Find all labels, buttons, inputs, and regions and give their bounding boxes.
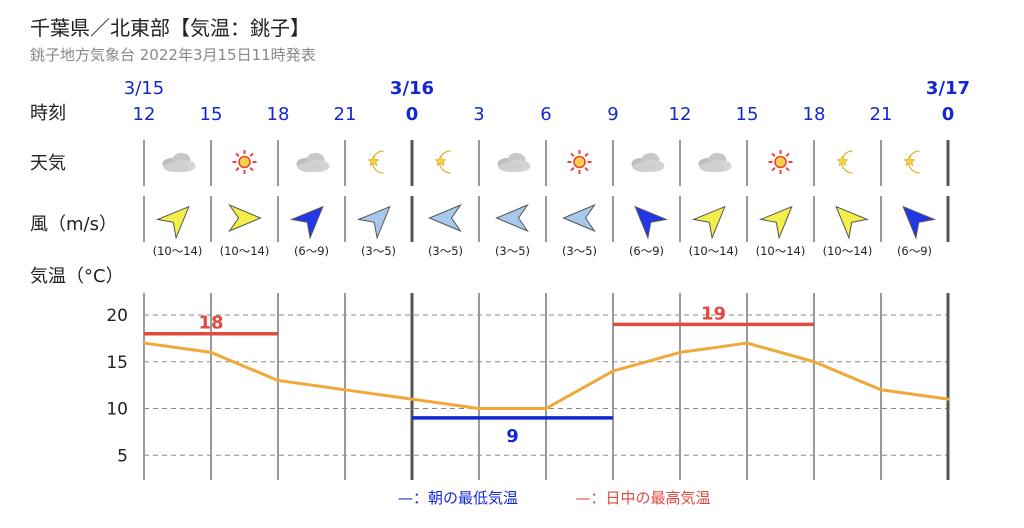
temp-point (477, 407, 481, 410)
wind-speed-label: (6〜9) (629, 244, 664, 258)
temp-point (812, 360, 816, 364)
temp-point (611, 369, 615, 373)
wind-arrow-icon (634, 205, 669, 240)
temp-point (142, 341, 146, 345)
y-tick-labels: 20 15 10 5 (106, 306, 128, 466)
wind-arrow-icon (562, 203, 596, 233)
sun-icon (567, 150, 592, 174)
date-label: 3/17 (926, 78, 970, 99)
wind-arrow-icon (289, 205, 324, 240)
y-tick-label: 10 (106, 400, 128, 420)
sun-icon (232, 150, 257, 174)
time-label: 6 (540, 104, 551, 125)
wind-arrow-icon (155, 205, 190, 240)
wind-speed-label: (10〜14) (153, 244, 203, 258)
cloud-icon (296, 153, 330, 172)
sun-icon (768, 150, 793, 174)
wind-arrow-icon (758, 205, 793, 240)
time-dividers (143, 140, 950, 480)
wind-arrow-icon (428, 203, 462, 233)
time-label: 12 (669, 104, 692, 125)
wind-arrow-icon (691, 205, 726, 240)
wind-speed-label: (3〜5) (361, 244, 396, 258)
temp-point (544, 407, 548, 410)
cloud-icon (497, 153, 531, 172)
time-label: 21 (334, 104, 357, 125)
legend-item: —：朝の最低気温 (398, 489, 518, 507)
moon-icon (367, 150, 384, 174)
date-labels: 3/15 3/16 3/17 (124, 78, 970, 99)
legend: —：朝の最低気温 —：日中の最高気温 (398, 489, 711, 507)
moon-icon (434, 150, 451, 174)
y-tick-label: 15 (106, 353, 128, 373)
time-label: 18 (803, 104, 826, 125)
wind-speed-label: (3〜5) (428, 244, 463, 258)
time-label: 18 (267, 104, 290, 125)
temp-point (410, 397, 414, 401)
y-tick-label: 20 (106, 306, 128, 326)
wind-speed-label: (10〜14) (823, 244, 873, 258)
wind-arrow-icon (835, 205, 870, 240)
temp-point (209, 350, 213, 354)
weather-row (162, 150, 920, 174)
page-title: 千葉県／北東部【気温：銚子】 (30, 16, 310, 40)
wind-speed-label: (10〜14) (689, 244, 739, 258)
wind-row: (10〜14) (10〜14) (6〜9) (3〜5) (3〜5) (3〜5) (3〜5) (… (153, 203, 937, 258)
page-subtitle: 銚子地方気象台 2022年3月15日11時発表 (30, 46, 316, 64)
moon-icon (903, 150, 920, 174)
temp-point (343, 388, 347, 392)
wind-arrow-icon (495, 203, 529, 233)
temp-point (678, 350, 682, 354)
temp-point (276, 378, 280, 382)
time-label: 3 (473, 104, 484, 125)
time-label: 0 (942, 104, 955, 125)
time-labels: 12 15 18 21 0 3 6 9 12 15 18 21 0 (133, 104, 955, 125)
wind-arrow-icon (356, 205, 391, 240)
cloud-icon (162, 153, 196, 172)
time-label: 15 (736, 104, 759, 125)
temp-bar-label: 9 (506, 426, 519, 447)
time-label: 12 (133, 104, 156, 125)
legend-item: —：日中の最高気温 (575, 489, 710, 507)
wind-arrow-icon (902, 205, 937, 240)
wind-speed-label: (3〜5) (562, 244, 597, 258)
temp-bar-label: 18 (198, 313, 223, 334)
temp-point (879, 388, 883, 392)
date-label: 3/15 (124, 78, 164, 99)
time-label: 9 (607, 104, 618, 125)
time-label: 21 (870, 104, 893, 125)
wind-arrow-icon (228, 203, 262, 233)
moon-icon (836, 150, 853, 174)
cloud-icon (698, 153, 732, 172)
wind-speed-label: (10〜14) (220, 244, 270, 258)
wind-speed-label: (10〜14) (756, 244, 806, 258)
date-label: 3/16 (390, 78, 434, 99)
y-tick-label: 5 (117, 446, 128, 466)
wind-speed-label: (3〜5) (495, 244, 530, 258)
row-label-time: 時刻 (30, 103, 66, 124)
wind-speed-label: (6〜9) (897, 244, 932, 258)
temp-bar-label: 19 (701, 303, 726, 324)
row-label-weather: 天気 (30, 153, 66, 174)
minmax-bars: 18 19 9 (144, 303, 814, 447)
time-label: 0 (406, 104, 419, 125)
temperature-line-group (142, 341, 950, 410)
row-label-wind: 風（m/s） (30, 214, 117, 235)
row-label-temp: 気温（°C） (30, 266, 124, 287)
temp-point (745, 341, 749, 345)
temp-point (946, 397, 950, 401)
cloud-icon (631, 153, 665, 172)
wind-speed-label: (6〜9) (294, 244, 329, 258)
time-label: 15 (200, 104, 223, 125)
